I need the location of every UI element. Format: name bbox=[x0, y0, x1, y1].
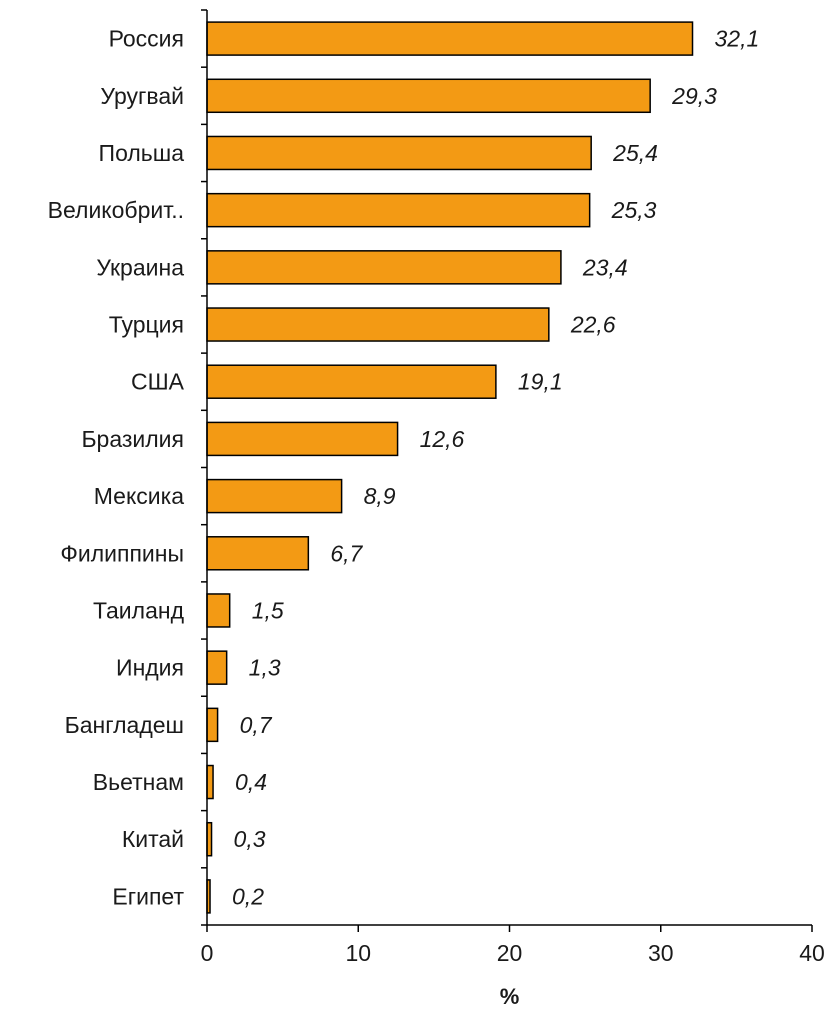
bar bbox=[206, 650, 228, 685]
category-label: Египет bbox=[112, 883, 184, 909]
x-tick-label: 20 bbox=[497, 940, 523, 966]
bar bbox=[206, 364, 497, 399]
bar bbox=[206, 21, 694, 56]
value-label: 23,4 bbox=[582, 254, 628, 280]
bar bbox=[206, 536, 310, 571]
category-label: Украина bbox=[96, 254, 184, 280]
category-label: Мексика bbox=[94, 483, 184, 509]
category-label: Вьетнам bbox=[93, 769, 184, 795]
category-label: США bbox=[131, 369, 185, 395]
labels-layer: Россия 32,1 Уругвай 29,3 Польша 25,4 Великобри… bbox=[48, 26, 825, 1009]
value-label: 25,4 bbox=[612, 140, 658, 166]
category-label: Таиланд bbox=[93, 597, 185, 623]
bar bbox=[206, 78, 651, 114]
category-label: Индия bbox=[116, 655, 184, 681]
value-label: 0,2 bbox=[232, 883, 264, 909]
category-label: Филиппины bbox=[60, 540, 184, 566]
category-label: Турция bbox=[109, 312, 184, 338]
bar bbox=[206, 707, 219, 743]
value-label: 22,6 bbox=[570, 312, 616, 338]
value-label: 6,7 bbox=[330, 540, 363, 566]
value-label: 19,1 bbox=[518, 369, 563, 395]
bar bbox=[206, 593, 231, 628]
bars-layer bbox=[206, 21, 694, 914]
category-label: Уругвай bbox=[100, 83, 184, 109]
bar bbox=[206, 135, 592, 171]
value-label: 12,6 bbox=[420, 426, 465, 452]
category-label: Бангладеш bbox=[65, 712, 184, 738]
value-label: 1,3 bbox=[249, 655, 281, 681]
category-label: Китай bbox=[122, 826, 184, 852]
value-label: 32,1 bbox=[715, 26, 760, 52]
bar bbox=[206, 421, 399, 457]
x-axis-title: % bbox=[500, 984, 520, 1009]
x-tick-label: 0 bbox=[201, 940, 214, 966]
category-label: Польша bbox=[99, 140, 185, 166]
bar bbox=[206, 307, 550, 342]
x-tick-label: 30 bbox=[648, 940, 674, 966]
x-tick-label: 10 bbox=[345, 940, 371, 966]
bar bbox=[206, 192, 591, 228]
value-label: 0,4 bbox=[235, 769, 267, 795]
value-label: 0,3 bbox=[234, 826, 266, 852]
value-label: 25,3 bbox=[611, 197, 657, 223]
bar bbox=[206, 764, 214, 800]
bar bbox=[206, 478, 343, 514]
value-label: 1,5 bbox=[252, 597, 284, 623]
category-label: Россия bbox=[109, 26, 184, 52]
value-label: 0,7 bbox=[240, 712, 273, 738]
category-label: Бразилия bbox=[81, 426, 184, 452]
bar bbox=[206, 250, 562, 285]
value-label: 8,9 bbox=[364, 483, 396, 509]
axes-layer bbox=[201, 9, 813, 932]
x-tick-label: 40 bbox=[799, 940, 825, 966]
category-label: Великобрит.. bbox=[48, 197, 184, 223]
value-label: 29,3 bbox=[671, 83, 717, 109]
